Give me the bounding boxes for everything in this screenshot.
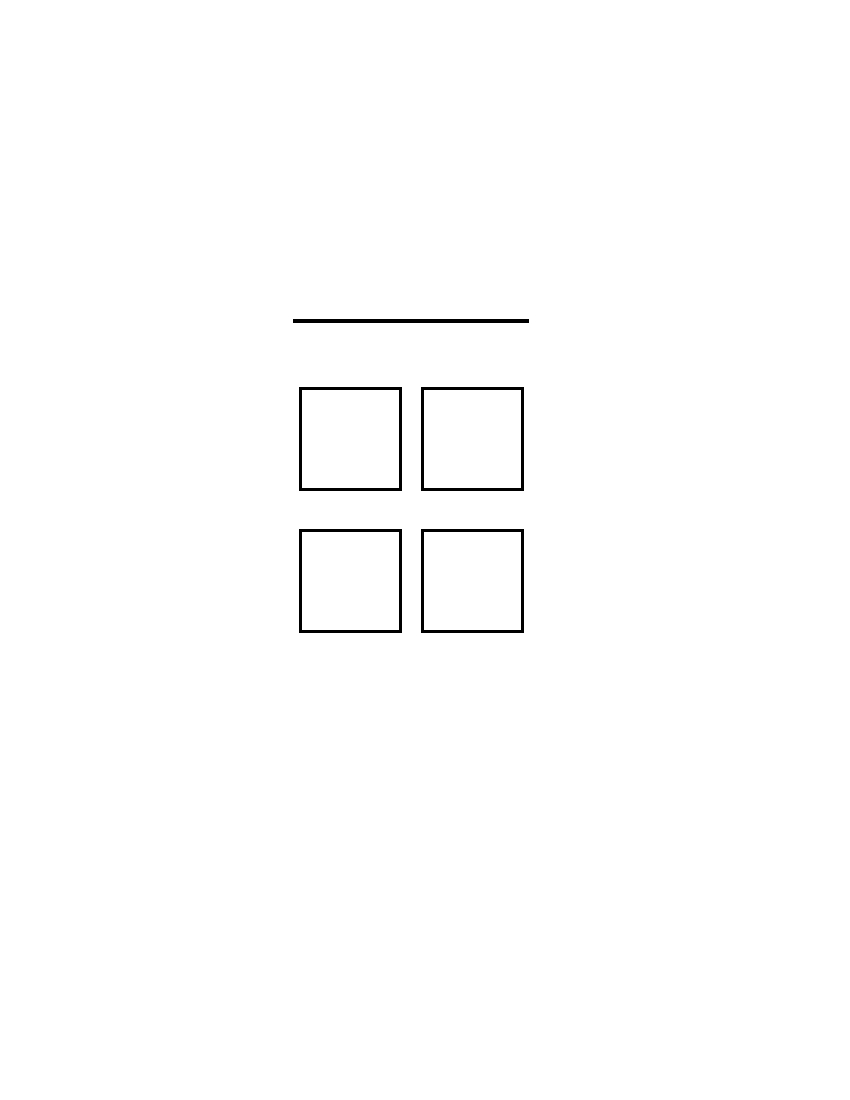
waveform-compare-box-right	[421, 387, 524, 491]
time-axis-line	[293, 319, 529, 323]
waveform-compare-box-left	[299, 387, 402, 491]
particle-canvas-1	[424, 532, 521, 630]
particle-canvas-0	[302, 532, 399, 630]
compare-canvas-0	[302, 390, 399, 488]
contour-canvas	[295, 674, 523, 906]
particle-motion-box-left	[299, 529, 402, 633]
waveform-canvas	[293, 168, 529, 312]
particle-motion-box-right	[421, 529, 524, 633]
compare-canvas-1	[424, 390, 521, 488]
contour-plot	[295, 674, 523, 906]
